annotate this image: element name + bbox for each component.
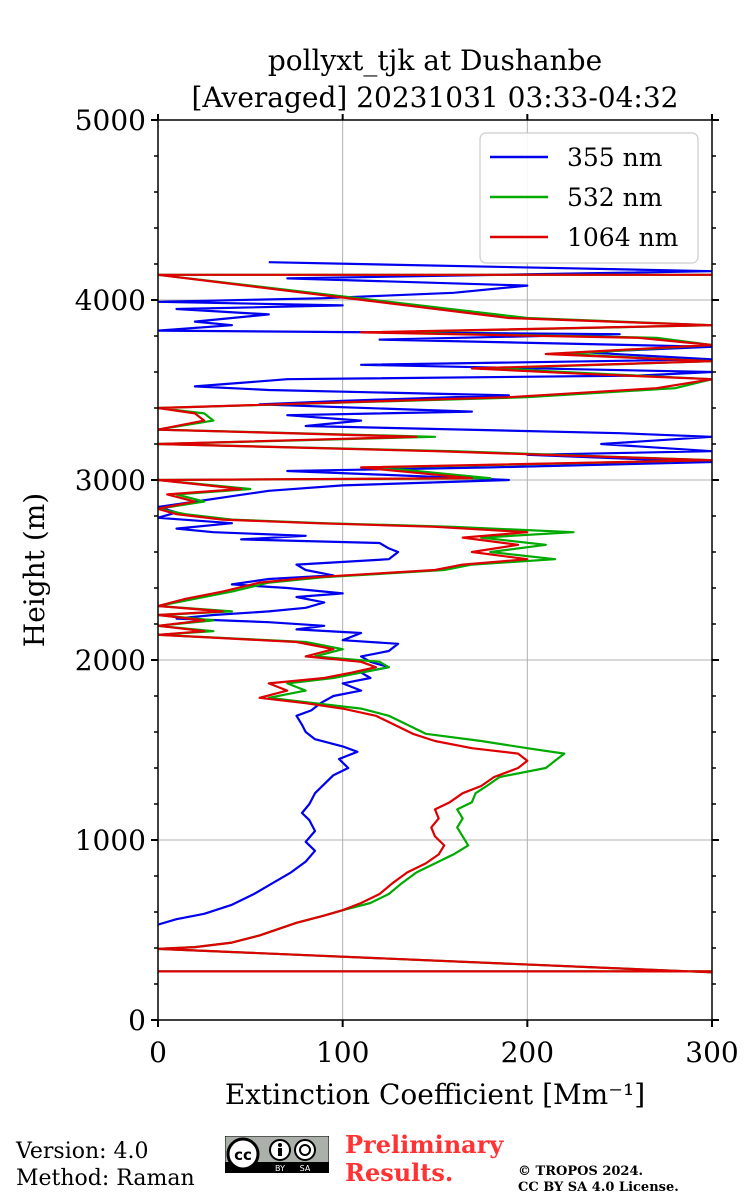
x-tick-label: 0 bbox=[149, 1036, 167, 1069]
license-text: CC BY SA 4.0 License. bbox=[518, 1180, 679, 1195]
series-line-0 bbox=[158, 261, 712, 926]
version-text: Version: 4.0 bbox=[16, 1139, 149, 1164]
x-axis-label: Extinction Coefficient [Mm⁻¹] bbox=[225, 1078, 645, 1111]
results-label: Results. bbox=[345, 1158, 454, 1187]
series-lines bbox=[158, 261, 712, 974]
extinction-profile-chart: pollyxt_tjk at Dushanbe [Averaged] 20231… bbox=[18, 44, 739, 1111]
legend-label-1: 532 nm bbox=[567, 183, 663, 212]
legend: 355 nm 532 nm 1064 nm bbox=[479, 132, 699, 264]
y-tick-label: 0 bbox=[128, 1004, 146, 1037]
cc-by-sa-icon: cc BY SA bbox=[225, 1136, 329, 1173]
y-tick-label: 4000 bbox=[75, 284, 146, 317]
y-tick-label: 2000 bbox=[75, 644, 146, 677]
badge-sa-text: SA bbox=[300, 1164, 311, 1173]
x-tick-label: 200 bbox=[501, 1036, 554, 1069]
plot-frame bbox=[157, 119, 713, 1021]
method-text: Method: Raman bbox=[16, 1166, 195, 1191]
y-tick-label: 3000 bbox=[75, 464, 146, 497]
series-line-1 bbox=[158, 273, 712, 974]
copyright-text: © TROPOS 2024. bbox=[518, 1164, 644, 1179]
y-tick-label: 1000 bbox=[75, 824, 146, 857]
x-tick-label: 100 bbox=[316, 1036, 369, 1069]
svg-text:cc: cc bbox=[234, 1146, 252, 1164]
chart-title-line1: pollyxt_tjk at Dushanbe bbox=[268, 44, 602, 77]
y-tick-label: 5000 bbox=[75, 104, 146, 137]
series-line-2 bbox=[158, 273, 712, 974]
legend-label-2: 1064 nm bbox=[567, 223, 679, 252]
legend-label-0: 355 nm bbox=[567, 143, 663, 172]
badge-by-text: BY bbox=[275, 1164, 285, 1173]
preliminary-label: Preliminary bbox=[345, 1130, 504, 1159]
x-tick-label: 300 bbox=[685, 1036, 738, 1069]
legend-box bbox=[479, 132, 699, 264]
chart-title-line2: [Averaged] 20231031 03:33-04:32 bbox=[192, 81, 679, 114]
y-axis-label: Height (m) bbox=[18, 493, 51, 647]
